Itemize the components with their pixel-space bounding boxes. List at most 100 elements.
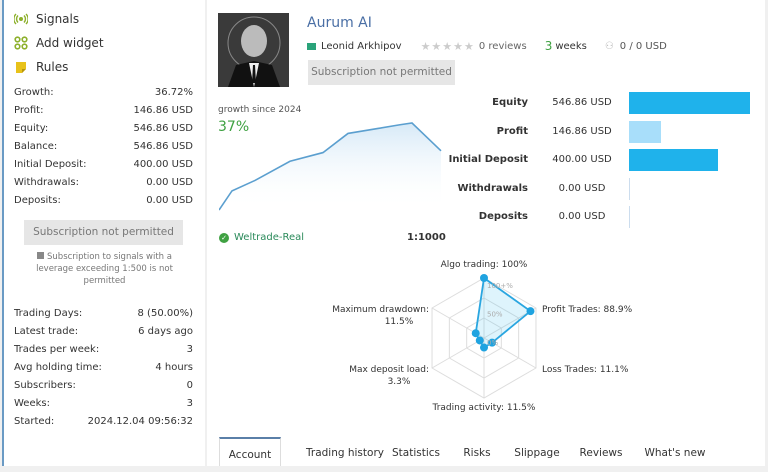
bar-1: [629, 120, 662, 143]
tab-risks[interactable]: Risks: [463, 447, 491, 459]
growth-chart: [219, 122, 442, 211]
stat-row: Deposits: 0.00 USD: [4, 192, 205, 210]
stat-value: 6 days ago: [138, 326, 193, 337]
bar-label: Equity: [492, 97, 528, 108]
radar-point: [480, 274, 488, 282]
stat-label: Subscribers:: [14, 380, 76, 391]
radar-point: [480, 343, 488, 352]
weeks-label: weeks: [555, 40, 587, 52]
bar-label: Profit: [496, 125, 528, 137]
growth-area: [219, 123, 441, 210]
stat-label: Growth:: [14, 87, 54, 98]
menu-label: Signals: [36, 12, 80, 26]
stat-label: Equity:: [14, 123, 49, 134]
subscription-button-header[interactable]: Subscription not permitted: [308, 60, 455, 85]
bar-3: [629, 177, 630, 200]
stat-value: 400.00 USD: [133, 159, 193, 170]
verified-icon: ✓: [219, 232, 229, 243]
info-icon: [37, 252, 45, 259]
radar-label: Trading activity: 11.5%: [432, 403, 536, 413]
radar-point: [526, 307, 535, 316]
stat-value: 8 (50.00%): [137, 308, 193, 319]
stat-value: 0.00 USD: [146, 177, 193, 188]
stat-row: Weeks: 3: [4, 395, 205, 413]
menu-add-widget[interactable]: Add widget: [4, 31, 205, 55]
stat-row: Withdrawals: 0.00 USD: [4, 174, 205, 192]
radar-point: [475, 336, 484, 345]
stat-value: 3: [186, 398, 193, 409]
subscription-button[interactable]: Subscription not permitted: [24, 220, 183, 245]
growth-value: 37%: [218, 119, 250, 135]
tab-reviews[interactable]: Reviews: [579, 447, 623, 459]
bar-value: 146.86 USD: [552, 125, 612, 137]
radar-label: Loss Trades: 11.1%: [542, 365, 629, 375]
stat-row: Subscribers: 0: [4, 377, 205, 395]
stat-value: 36.72%: [154, 87, 193, 98]
bar-value: 0.00 USD: [558, 211, 606, 222]
tab-what-s-new[interactable]: What's new: [644, 447, 706, 459]
growth-label: growth since 2024: [218, 105, 302, 115]
stat-label: Started:: [14, 416, 55, 427]
bar-0: [629, 92, 750, 114]
stat-row: Balance: 546.86 USD: [4, 138, 205, 156]
stat-label: Latest trade:: [14, 326, 79, 337]
stat-value: 2024.12.04 09:56:32: [87, 416, 193, 427]
tab-statistics[interactable]: Statistics: [392, 447, 440, 459]
reviews-link[interactable]: 0 reviews: [478, 40, 527, 52]
stat-row: Latest trade: 6 days ago: [4, 323, 205, 341]
stat-row: Equity: 546.86 USD: [4, 120, 205, 138]
tab-slippage[interactable]: Slippage: [514, 447, 560, 459]
main-panel: Aurum AI Leonid Arkhipov ★★★★★ 0 reviews…: [207, 0, 765, 466]
radar-label: Profit Trades: 88.9%: [542, 305, 633, 315]
stat-label: Initial Deposit:: [14, 159, 87, 170]
tab-trading-history[interactable]: Trading history: [306, 447, 384, 459]
stat-value: 546.86 USD: [133, 123, 193, 134]
bar-2: [629, 149, 718, 171]
weeks-num: 3: [544, 39, 553, 53]
stat-value: 4 hours: [155, 362, 193, 373]
stat-label: Deposits:: [14, 195, 61, 206]
stat-label: Trades per week:: [14, 344, 100, 355]
menu-signals[interactable]: Signals: [4, 7, 205, 31]
radar-point: [471, 329, 480, 338]
subscribers-value: 0 / 0 USD: [619, 40, 667, 52]
signal-icon: [14, 13, 28, 25]
stat-row: Profit: 146.86 USD: [4, 102, 205, 120]
radar-label: Maximum drawdown:: [332, 305, 429, 315]
menu-rules[interactable]: Rules: [4, 55, 205, 79]
stat-label: Avg holding time:: [14, 362, 102, 373]
rules-icon: [16, 62, 26, 73]
menu-label: Add widget: [36, 36, 104, 50]
bar-value: 546.86 USD: [552, 97, 612, 108]
radar-label: Max deposit load:: [349, 365, 429, 375]
stat-value: 146.86 USD: [133, 105, 193, 116]
broker-link[interactable]: Weltrade-Real: [234, 232, 305, 243]
radar-label-value: 11.5%: [385, 317, 414, 327]
bar-label: Withdrawals: [457, 182, 528, 194]
stat-row: Started: 2024.12.04 09:56:32: [4, 413, 205, 431]
radar-scale-label: 50%: [487, 311, 503, 319]
radar-scale-label: 0%: [487, 339, 498, 347]
radar-label-value: 3.3%: [388, 377, 411, 387]
leverage: 1:1000: [407, 232, 446, 243]
stat-label: Profit:: [14, 105, 44, 116]
bar-label: Deposits: [478, 211, 528, 222]
radar-label: Algo trading: 100%: [441, 260, 528, 270]
stat-label: Balance:: [14, 141, 58, 152]
signal-title[interactable]: Aurum AI: [307, 15, 372, 31]
menu-label: Rules: [36, 60, 69, 74]
stat-label: Withdrawals:: [14, 177, 79, 188]
leverage-note: Subscription to signals with a leverage …: [36, 252, 173, 286]
radar-chart: 100+% 50% 0% Algo trading: 100% Profit Trade…: [332, 260, 633, 413]
bar-value: 400.00 USD: [552, 154, 612, 165]
bar-value: 0.00 USD: [558, 182, 606, 194]
bar-label: Initial Deposit: [448, 154, 528, 165]
author-link[interactable]: Leonid Arkhipov: [321, 40, 402, 52]
stat-value: 0: [186, 380, 193, 391]
stat-row: Trades per week: 3: [4, 341, 205, 359]
tab-account[interactable]: Account: [219, 437, 281, 466]
stat-row: Initial Deposit: 400.00 USD: [4, 156, 205, 174]
growth-line: [219, 122, 442, 211]
subscribers-icon: ⚇: [604, 40, 614, 52]
stat-row: Avg holding time: 4 hours: [4, 359, 205, 377]
